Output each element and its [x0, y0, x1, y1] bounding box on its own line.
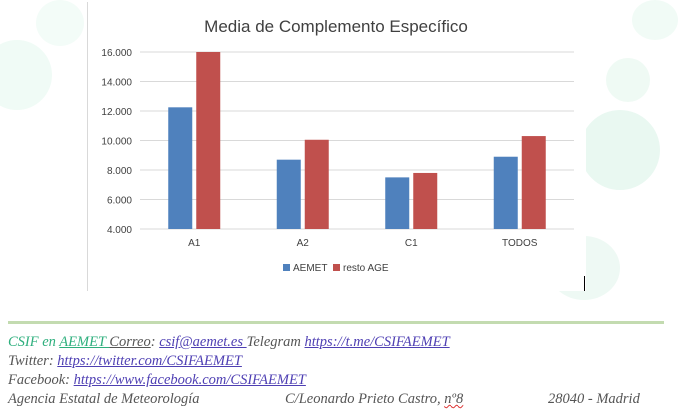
bar-resto-age: [413, 172, 438, 229]
decorative-circle: [580, 110, 660, 190]
footer-divider: [8, 321, 664, 324]
text-cursor: [584, 276, 585, 291]
footer-line-contact: CSIF en AEMET Correo: csif@aemet.es Tele…: [8, 333, 673, 352]
bar-resto-age: [196, 52, 221, 229]
y-tick-label: 6.000: [107, 196, 132, 207]
legend-label: AEMET: [293, 263, 327, 274]
footer-line-twitter: Twitter: https://twitter.com/CSIFAEMET: [8, 352, 673, 371]
email-link[interactable]: csif@aemet.es: [159, 334, 247, 350]
bar-aemet: [276, 159, 301, 229]
y-tick-label: 12.000: [101, 107, 132, 118]
telegram-label: Telegram: [246, 334, 305, 350]
legend-swatch: [333, 264, 340, 271]
correo-label: Correo: [109, 334, 151, 350]
bar-aemet: [168, 107, 193, 229]
bar-aemet: [493, 156, 518, 229]
y-axis-ticks: 4.000 6.000 8.000 10.000 12.000 14.000 16.000: [101, 48, 132, 236]
telegram-link[interactable]: https://t.me/CSIFAEMET: [304, 334, 450, 350]
bar-aemet: [385, 177, 410, 229]
csif-en-text: CSIF en: [8, 334, 60, 350]
decorative-circle: [606, 58, 650, 102]
x-tick-label: A1: [188, 238, 201, 249]
agency-name: Agencia Estatal de Meteorología: [8, 391, 200, 407]
y-tick-label: 10.000: [101, 137, 132, 148]
legend-swatch: [283, 264, 290, 271]
decorative-circle: [36, 0, 84, 46]
bar-resto-age: [304, 139, 329, 229]
facebook-link[interactable]: https://www.facebook.com/CSIFAEMET: [73, 372, 306, 388]
y-tick-label: 16.000: [101, 48, 132, 59]
aemet-link[interactable]: AEMET: [59, 334, 110, 350]
footer-line-facebook: Facebook: https://www.facebook.com/CSIFA…: [8, 371, 673, 390]
chart-title: Media de Complemento Específico: [204, 17, 468, 36]
city-postcode: 28040 - Madrid: [548, 391, 640, 407]
colon-text: :: [150, 334, 160, 350]
chart-container[interactable]: Media de Complemento Específico 4.000 6.0…: [87, 2, 586, 291]
twitter-link[interactable]: https://twitter.com/CSIFAEMET: [57, 353, 242, 369]
facebook-label: Facebook:: [8, 372, 74, 388]
legend-label: resto AGE: [343, 263, 389, 274]
decorative-circle: [632, 0, 678, 40]
decorative-circle: [0, 40, 52, 110]
legend: AEMET resto AGE: [283, 263, 389, 274]
street-address: C/Leonardo Prieto Castro, nº8: [285, 390, 463, 409]
x-tick-label: C1: [405, 238, 418, 249]
twitter-label: Twitter:: [8, 353, 58, 369]
x-tick-label: TODOS: [502, 238, 538, 249]
bars: [168, 52, 546, 229]
y-tick-label: 4.000: [107, 225, 132, 236]
y-tick-label: 14.000: [101, 78, 132, 89]
street-text: C/Leonardo Prieto Castro,: [285, 391, 445, 407]
bar-resto-age: [521, 136, 546, 229]
street-number: nº8: [444, 391, 464, 407]
x-axis-ticks: A1 A2 C1 TODOS: [188, 238, 538, 249]
footer: CSIF en AEMET Correo: csif@aemet.es Tele…: [8, 333, 673, 409]
bar-chart: Media de Complemento Específico 4.000 6.0…: [101, 17, 574, 274]
footer-line-address: Agencia Estatal de Meteorología C/Leonar…: [8, 390, 673, 409]
x-tick-label: A2: [297, 238, 310, 249]
y-tick-label: 8.000: [107, 166, 132, 177]
